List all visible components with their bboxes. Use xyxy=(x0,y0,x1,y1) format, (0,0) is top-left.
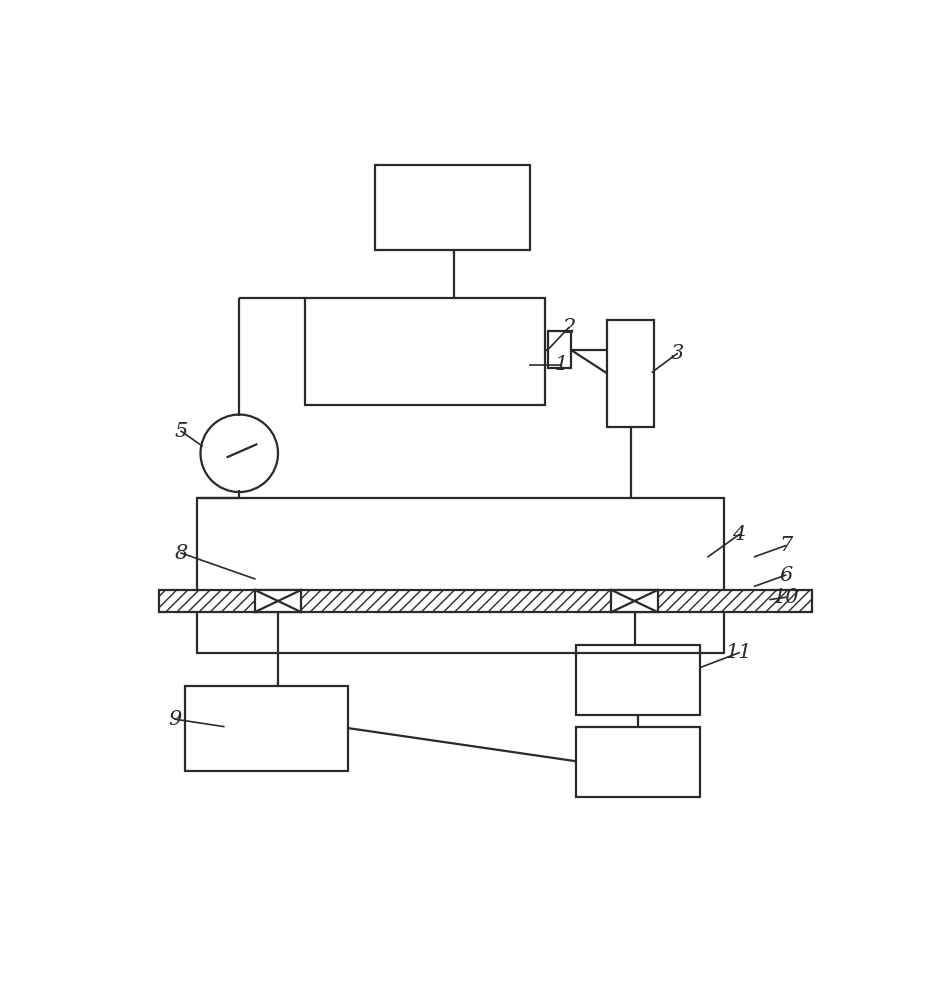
Text: 1: 1 xyxy=(554,355,566,374)
Text: 3: 3 xyxy=(670,344,683,363)
Bar xyxy=(374,165,529,250)
Bar xyxy=(305,298,545,405)
Bar xyxy=(159,590,811,612)
Bar xyxy=(610,590,657,612)
Text: 2: 2 xyxy=(562,318,575,337)
Bar xyxy=(576,645,700,715)
Bar xyxy=(576,727,700,797)
Bar xyxy=(159,590,811,612)
Text: 5: 5 xyxy=(174,422,188,441)
Bar xyxy=(606,320,653,427)
Bar xyxy=(254,590,301,612)
Text: 10: 10 xyxy=(771,588,798,607)
Bar xyxy=(196,498,723,653)
Text: 4: 4 xyxy=(732,525,745,544)
Text: 6: 6 xyxy=(778,566,791,585)
Bar xyxy=(185,686,347,771)
Text: 8: 8 xyxy=(174,544,188,563)
Bar xyxy=(547,331,570,368)
Text: 9: 9 xyxy=(169,710,182,729)
Text: 7: 7 xyxy=(778,536,791,555)
Text: 11: 11 xyxy=(725,643,751,662)
